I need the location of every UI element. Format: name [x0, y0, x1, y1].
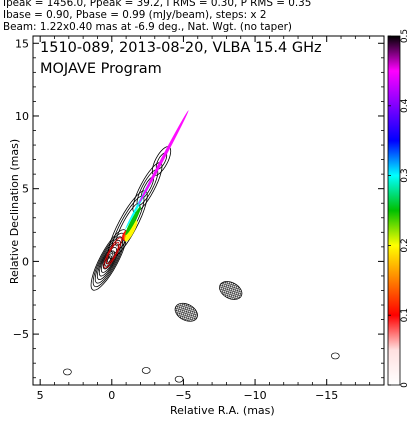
hatched-regions — [174, 281, 243, 322]
y-tick-label: 5 — [22, 183, 29, 196]
noise-contour-1 — [141, 367, 151, 374]
header-stats-line-1: Ipeak = 1456.0, Ppeak = 39.2, I RMS = 0.… — [3, 0, 312, 9]
chart-title: 1510-089, 2013-08-20, VLBA 15.4 GHz — [40, 40, 322, 56]
contour-core-red-2 — [106, 241, 120, 265]
noise-contour-3 — [330, 352, 340, 360]
y-axis-label: Relative Declination (mas) — [8, 138, 22, 285]
noise-contours — [63, 352, 340, 383]
noise-contour-0 — [63, 368, 72, 376]
contour-ring-9 — [106, 257, 111, 263]
colorbar-tick-label: 0.2 — [400, 238, 409, 252]
hatched-region-0 — [174, 302, 198, 322]
header-beam-line: Beam: 1.22x0.40 mas at -6.9 deg., Nat. W… — [3, 21, 292, 33]
colorbar-tick-label: 0.1 — [400, 308, 409, 322]
noise-contour-2 — [174, 375, 184, 383]
x-tick-label: −15 — [315, 389, 338, 402]
colorbar — [387, 35, 401, 386]
y-tick-label: 10 — [15, 110, 29, 123]
polarization-overlay — [122, 110, 189, 242]
contour-ring-5 — [100, 247, 117, 273]
contour-ring-0 — [90, 229, 128, 291]
contour-ring-3 — [96, 239, 121, 280]
contour-ring-2 — [94, 236, 124, 284]
y-tick-label: 0 — [22, 255, 29, 268]
x-tick-label: −5 — [175, 389, 191, 402]
hatched-region-1 — [219, 281, 243, 300]
colorbar-tick-label: 0 — [400, 382, 409, 388]
y-tick-label: 15 — [15, 37, 29, 50]
x-tick-label: −10 — [243, 389, 266, 402]
x-axis-label: Relative R.A. (mas) — [170, 404, 275, 417]
chart-subtitle: MOJAVE Program — [40, 61, 162, 77]
contour-core-red-1 — [103, 237, 122, 269]
colorbar-tick-label: 0.3 — [400, 168, 409, 182]
header-stats-line-2: Ibase = 0.90, Pbase = 0.99 (mJy/beam), s… — [3, 9, 267, 21]
pol-patch-2 — [124, 220, 138, 242]
pol-patch-5 — [138, 110, 189, 205]
plot-area-frame — [32, 35, 385, 386]
pol-patch-3 — [125, 206, 142, 236]
colorbar-tick-label: 0.5 — [400, 29, 409, 43]
y-tick-label: −5 — [13, 328, 29, 341]
x-tick-label: 5 — [37, 389, 44, 402]
x-tick-label: 0 — [108, 389, 115, 402]
colorbar-tick-label: 0.4 — [400, 98, 409, 113]
contour-ring-4 — [98, 243, 119, 277]
